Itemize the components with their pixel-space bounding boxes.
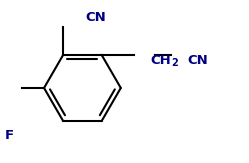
Text: CN: CN (86, 11, 106, 24)
Text: 2: 2 (172, 58, 178, 68)
Text: F: F (5, 129, 14, 142)
Text: CH: CH (150, 54, 171, 67)
Text: CN: CN (188, 54, 208, 67)
